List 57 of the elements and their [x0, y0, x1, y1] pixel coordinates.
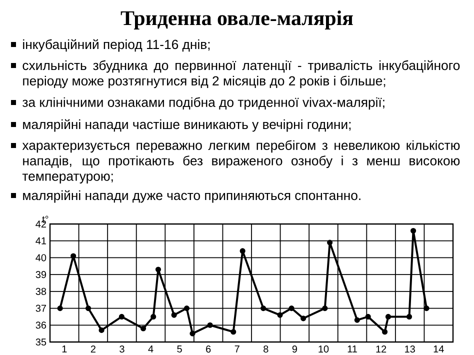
text: схильність збудника до первинної латенції - тривалість інкубаційного періоду може розтягнутися від 2 місяців до 2 років і більше; [22, 60, 460, 88]
point [354, 317, 360, 323]
x-tick-label: 1 [62, 346, 67, 352]
point [230, 329, 236, 335]
point [260, 305, 266, 312]
x-tick-label: 12 [376, 346, 386, 352]
x-tick-label: 11 [348, 346, 357, 352]
x-tick-label: 10 [318, 346, 329, 353]
point [382, 329, 388, 335]
point [410, 228, 416, 234]
point [140, 326, 146, 332]
point [327, 240, 333, 246]
point [365, 314, 371, 320]
y-tick-label: 42 [36, 220, 46, 228]
y-tick-label: 36 [36, 322, 46, 329]
y-axis-title: t° [42, 216, 48, 223]
x-tick-label: 8 [264, 346, 268, 353]
y-tick-label: 40 [36, 254, 46, 262]
x-tick-label: 6 [206, 346, 211, 353]
text: характеризується переважно легким перебігом з невеликою кількістю нападів, що протікають без вираженого ознобу і з менш високою температурою; [22, 140, 460, 184]
text: малярійні напади дуже часто припиняються спонтанно. [23, 190, 360, 203]
point [406, 314, 412, 320]
y-tick-label: 35 [36, 338, 46, 346]
y-tick-label: 37 [36, 304, 46, 312]
x-tick-label: 13 [405, 346, 415, 353]
point [190, 330, 196, 336]
point [277, 312, 283, 318]
x-tick-label: 2 [90, 346, 96, 352]
x-tick-label: 9 [292, 346, 297, 353]
point [184, 305, 190, 312]
text: інкубаційний період 11-16 днів; [23, 39, 210, 52]
point [207, 322, 213, 328]
point [300, 316, 306, 322]
point [171, 312, 177, 318]
point [155, 266, 162, 272]
x-tick-label: 5 [177, 346, 182, 352]
x-tick-label: 14 [434, 346, 444, 352]
x-tick-label: 7 [234, 346, 240, 352]
point [70, 253, 76, 259]
point [150, 314, 156, 320]
point [98, 327, 104, 333]
chart-title: Триденна овале-малярія [120, 10, 353, 30]
point [322, 305, 328, 312]
x-tick-label: 3 [120, 346, 124, 353]
text: малярійні напади частіше виникають у вечірні години; [23, 119, 351, 132]
point [385, 314, 392, 320]
x-tick-label: 4 [148, 346, 154, 352]
point [118, 314, 124, 320]
y-tick-label: 39 [36, 271, 46, 278]
point [240, 248, 246, 254]
point [85, 305, 92, 312]
point [57, 305, 63, 312]
text: за клінічними ознаками подібна до триденної vivax-малярії; [22, 97, 384, 110]
point [288, 305, 294, 312]
y-tick-label: 41 [36, 237, 46, 244]
y-tick-label: 38 [36, 288, 46, 295]
point [424, 305, 430, 312]
